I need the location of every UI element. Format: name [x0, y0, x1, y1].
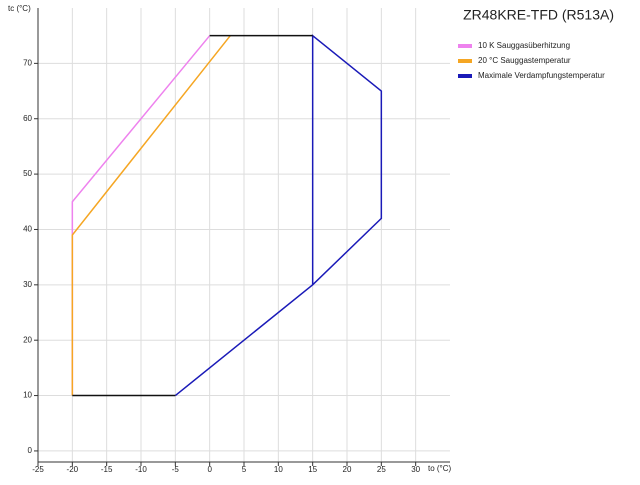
legend-label: 20 °C Sauggastemperatur — [478, 56, 571, 65]
legend-label: Maximale Verdampfungstemperatur — [478, 71, 605, 80]
x-tick-label: 25 — [377, 465, 386, 474]
x-tick-label: -10 — [135, 465, 147, 474]
y-tick-label: 0 — [28, 446, 33, 455]
x-tick-label: 30 — [411, 465, 420, 474]
x-tick-label: -5 — [172, 465, 180, 474]
y-tick-label: 50 — [23, 169, 32, 178]
series-line — [72, 34, 313, 397]
y-tick-label: 10 — [23, 391, 32, 400]
y-tick-label: 70 — [23, 58, 32, 67]
chart-title: ZR48KRE-TFD (R513A) — [463, 7, 614, 23]
x-tick-label: -15 — [101, 465, 113, 474]
y-tick-label: 20 — [23, 335, 32, 344]
series-line — [71, 35, 231, 396]
x-tick-label: 15 — [308, 465, 317, 474]
legend-label: 10 K Sauggasüberhitzung — [478, 41, 570, 50]
series-line — [174, 34, 383, 397]
x-tick-label: -20 — [67, 465, 79, 474]
x-tick-label: 20 — [343, 465, 352, 474]
y-axis-label: tc (°C) — [8, 4, 31, 13]
x-tick-label: 10 — [274, 465, 283, 474]
y-tick-label: 60 — [23, 114, 32, 123]
y-tick-label: 40 — [23, 225, 32, 234]
x-tick-label: 0 — [207, 465, 212, 474]
y-tick-label: 30 — [23, 280, 32, 289]
x-tick-label: 5 — [242, 465, 247, 474]
x-tick-label: -25 — [32, 465, 44, 474]
x-axis-label: to (°C) — [428, 464, 452, 473]
